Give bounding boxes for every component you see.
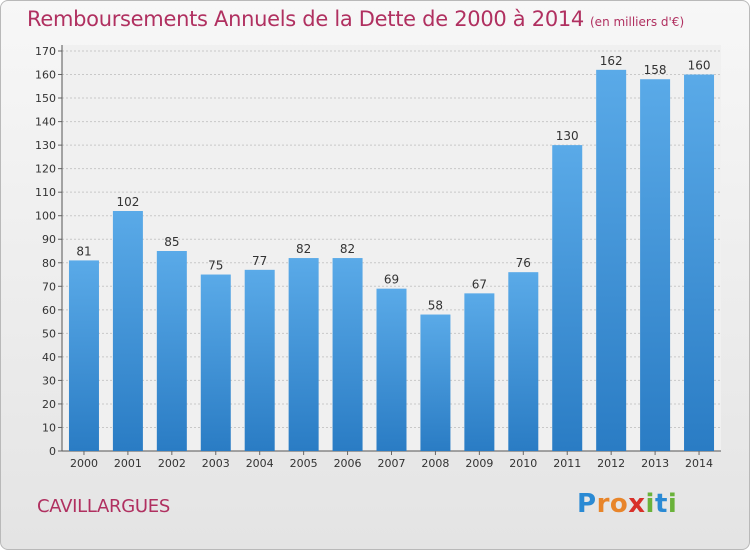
y-tick-label: 130: [35, 139, 56, 152]
data-label-2009: 67: [472, 277, 487, 291]
proxiti-logo: Proxiti: [577, 489, 678, 519]
data-label-2014: 160: [688, 59, 711, 73]
chart-unit-note: (en milliers d'€): [590, 15, 685, 29]
x-tick-label-2002: 2002: [158, 457, 186, 470]
bar-2001: [112, 211, 143, 451]
y-tick-label: 150: [35, 92, 56, 105]
x-tick-label-2003: 2003: [202, 457, 230, 470]
x-tick-label-2006: 2006: [334, 457, 362, 470]
y-tick-label: 160: [35, 69, 56, 82]
bar-2012: [596, 69, 627, 451]
data-label-2007: 69: [384, 273, 399, 287]
y-tick-label: 0: [49, 445, 56, 458]
x-tick-label-2004: 2004: [246, 457, 274, 470]
bar-2013: [640, 79, 671, 451]
bar-2011: [552, 145, 583, 451]
data-label-2004: 77: [252, 254, 267, 268]
x-tick-label-2013: 2013: [641, 457, 669, 470]
bar-2002: [156, 251, 187, 451]
y-tick-label: 110: [35, 186, 56, 199]
y-tick-label: 120: [35, 163, 56, 176]
y-tick-label: 60: [42, 304, 56, 317]
data-label-2002: 85: [164, 235, 179, 249]
data-label-2008: 58: [428, 299, 443, 313]
data-label-2001: 102: [116, 195, 139, 209]
y-tick-label: 20: [42, 398, 56, 411]
bar-2000: [68, 260, 99, 451]
y-tick-label: 100: [35, 210, 56, 223]
chart-title-text: Remboursements Annuels de la Dette de 20…: [27, 7, 584, 31]
chart-title: Remboursements Annuels de la Dette de 20…: [27, 7, 684, 31]
data-label-2006: 82: [340, 242, 355, 256]
bar-2003: [200, 274, 231, 451]
x-tick-label-2008: 2008: [421, 457, 449, 470]
bar-2006: [332, 258, 363, 451]
x-tick-label-2009: 2009: [465, 457, 493, 470]
bar-2007: [376, 288, 407, 451]
data-label-2013: 158: [644, 63, 667, 77]
y-tick-label: 90: [42, 233, 56, 246]
x-tick-label-2005: 2005: [290, 457, 318, 470]
y-tick-label: 50: [42, 327, 56, 340]
x-tick-label-2000: 2000: [70, 457, 98, 470]
data-label-2012: 162: [600, 54, 623, 68]
commune-name: CAVILLARGUES: [37, 496, 170, 517]
y-tick-label: 30: [42, 374, 56, 387]
data-label-2010: 76: [516, 256, 531, 270]
data-label-2011: 130: [556, 129, 579, 143]
bar-2005: [288, 258, 319, 451]
y-tick-label: 40: [42, 351, 56, 364]
x-tick-label-2011: 2011: [553, 457, 581, 470]
bar-2009: [464, 293, 495, 451]
x-tick-label-2014: 2014: [685, 457, 713, 470]
y-tick-label: 170: [35, 45, 56, 58]
y-tick-label: 10: [42, 421, 56, 434]
x-tick-label-2012: 2012: [597, 457, 625, 470]
bar-2010: [508, 272, 539, 451]
x-tick-label-2007: 2007: [378, 457, 406, 470]
data-label-2003: 75: [208, 259, 223, 273]
x-tick-label-2010: 2010: [509, 457, 537, 470]
data-label-2005: 82: [296, 242, 311, 256]
y-tick-label: 80: [42, 257, 56, 270]
bar-2004: [244, 269, 275, 451]
y-tick-label: 140: [35, 116, 56, 129]
x-tick-label-2001: 2001: [114, 457, 142, 470]
bar-2008: [420, 314, 451, 451]
data-label-2000: 81: [76, 244, 91, 258]
bar-2014: [684, 74, 715, 451]
y-tick-label: 70: [42, 280, 56, 293]
